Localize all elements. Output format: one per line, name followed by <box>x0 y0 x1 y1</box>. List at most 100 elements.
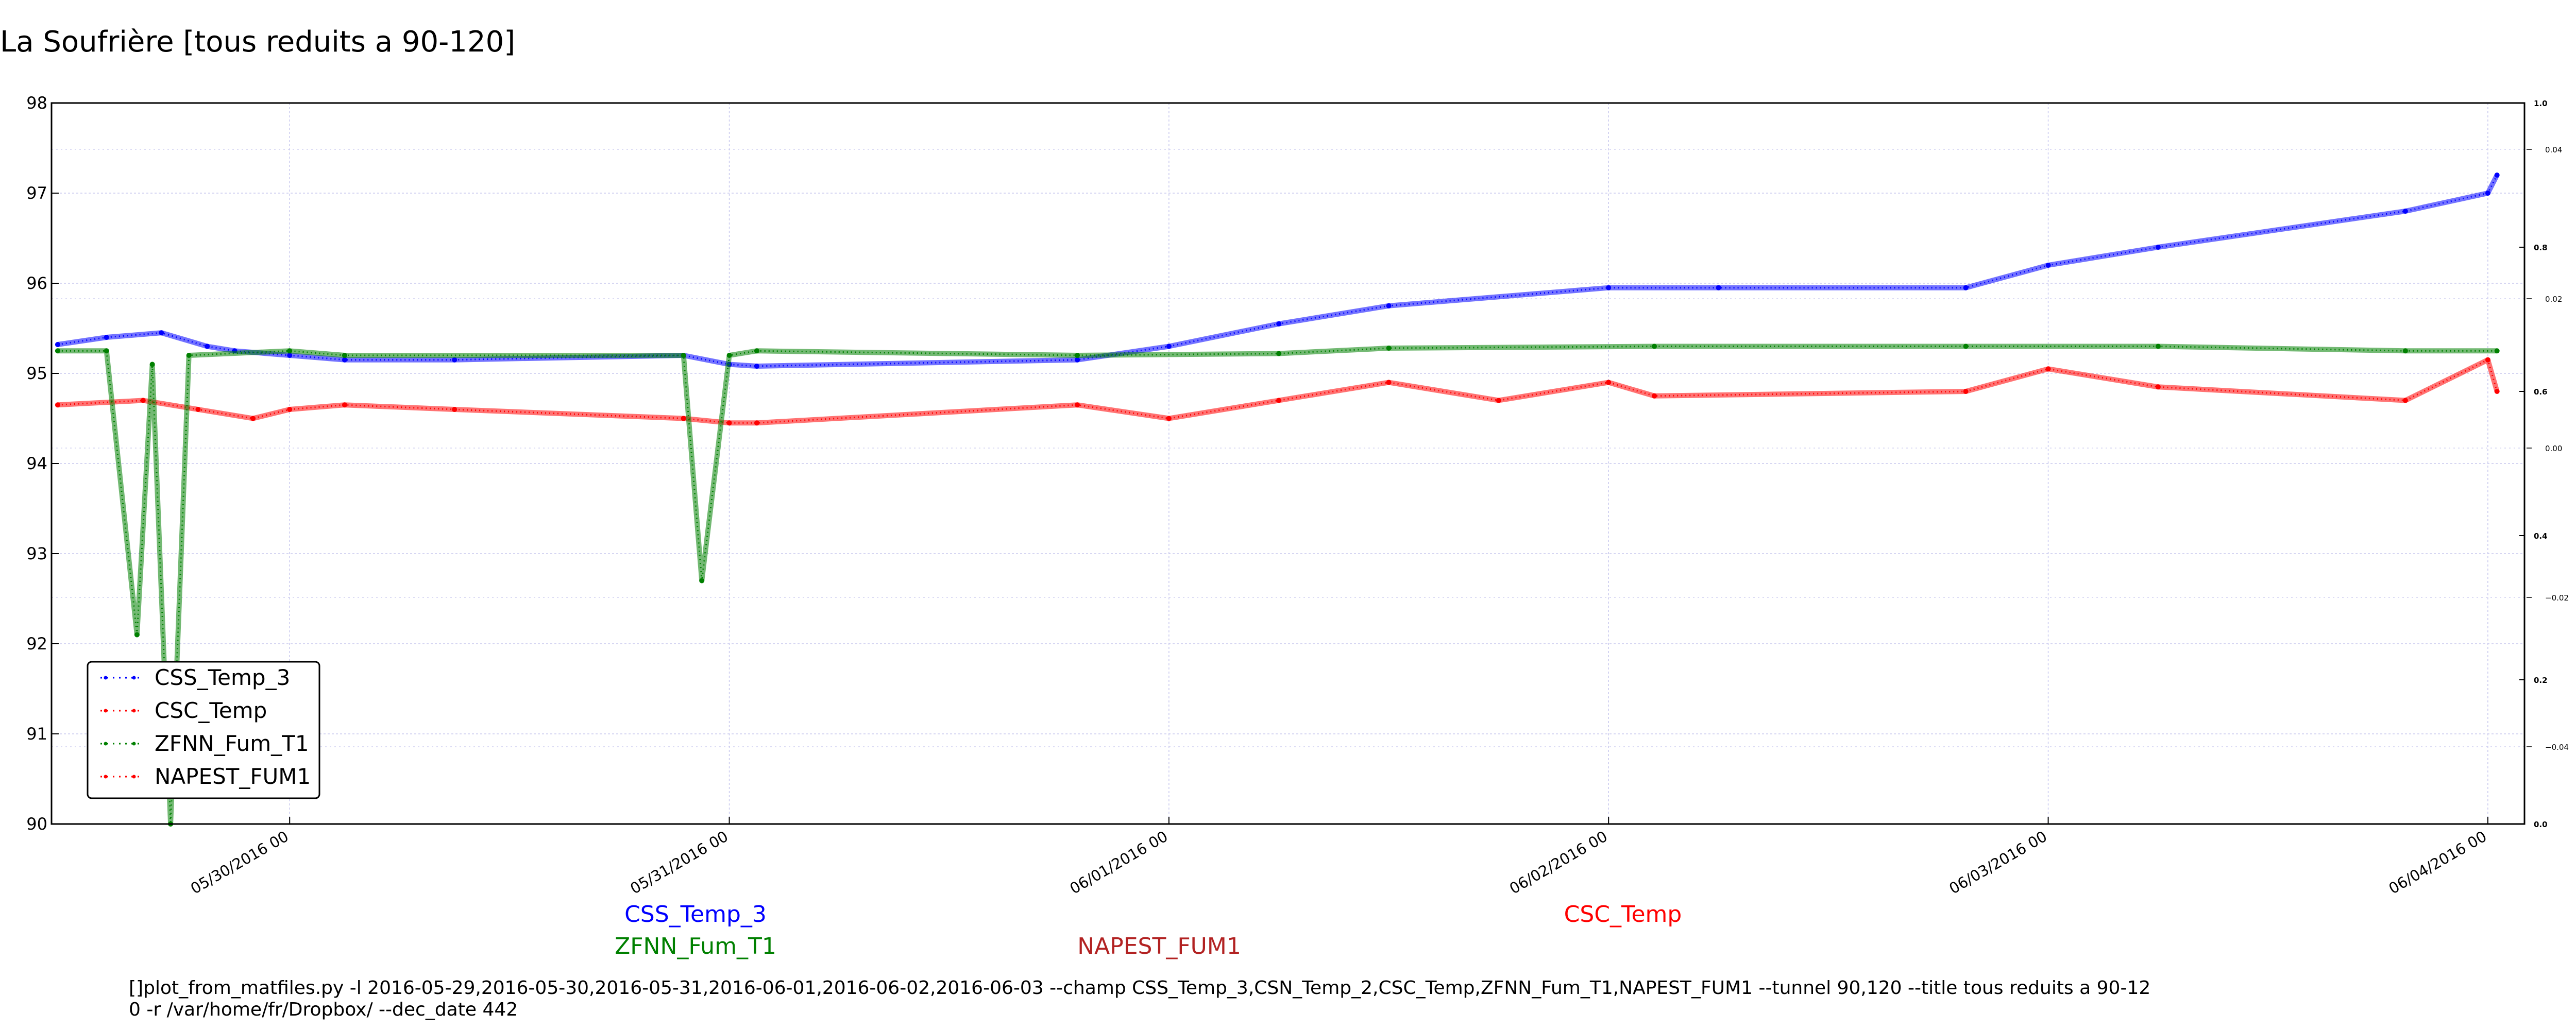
command-line-1: []plot_from_matfiles.py -l 2016-05-29,20… <box>129 977 2150 999</box>
legend-label: CSC_Temp <box>155 698 267 723</box>
x-tick-label: 06/01/2016 00 <box>1067 828 1171 898</box>
series-css-temp-3 <box>55 173 2500 369</box>
series-zfnn-fum-t1 <box>55 344 2500 827</box>
data-point <box>1386 303 1392 308</box>
y-tick-label: 98 <box>26 93 47 113</box>
legend-marker <box>132 742 136 746</box>
right-tick-label: 0.8 <box>2534 243 2548 252</box>
x-tick-label: 06/04/2016 00 <box>2386 828 2490 898</box>
right-tick-label: −0.04 <box>2545 743 2569 752</box>
data-point <box>452 407 457 412</box>
data-point <box>104 335 109 340</box>
y-tick-label: 91 <box>26 724 47 744</box>
x-tick-label: 06/03/2016 00 <box>1946 828 2050 898</box>
legend-item: CSS_Temp_3 <box>100 665 290 690</box>
right-tick-label: 0.04 <box>2545 145 2562 154</box>
data-point <box>55 342 60 347</box>
x-tick-label: 05/30/2016 00 <box>188 828 292 898</box>
data-point <box>287 348 293 354</box>
data-point <box>1606 285 1612 290</box>
data-point <box>1716 285 1721 290</box>
data-point <box>726 420 732 426</box>
legend-marker <box>132 775 136 779</box>
data-point <box>2494 173 2500 178</box>
data-point <box>726 353 732 358</box>
series-label-zfnn-fum-t1: ZFNN_Fum_T1 <box>615 933 776 959</box>
data-point <box>2155 384 2161 390</box>
right-tick-label: 0.02 <box>2545 295 2562 304</box>
data-point <box>1963 389 1969 394</box>
series-label-csc-temp: CSC_Temp <box>1564 901 1682 928</box>
plot-area <box>50 102 2526 827</box>
right-tick-label: 0.2 <box>2534 676 2548 685</box>
legend-marker <box>104 709 108 713</box>
legend: CSS_Temp_3 CSC_Temp ZFNN_Fum_T1 NAPEST_F… <box>87 661 320 799</box>
data-point <box>1075 357 1080 363</box>
data-point <box>186 353 192 358</box>
data-point <box>55 402 60 408</box>
x-tick-label: 06/02/2016 00 <box>1506 828 1611 898</box>
grid <box>52 103 2524 824</box>
data-point <box>1496 398 1501 403</box>
data-point <box>699 578 705 583</box>
data-point <box>2155 245 2161 250</box>
data-point <box>1276 351 1282 356</box>
data-point <box>452 357 457 363</box>
data-point <box>205 344 210 349</box>
data-point <box>2485 357 2490 363</box>
data-point <box>2045 263 2051 268</box>
legend-label: CSS_Temp_3 <box>155 665 290 690</box>
data-point <box>55 348 60 354</box>
data-point <box>1276 398 1282 403</box>
y-tick-label: 93 <box>26 544 47 563</box>
right-tick-label: 0.00 <box>2545 444 2562 453</box>
data-point <box>2155 344 2161 349</box>
right-tick-label: 0.4 <box>2534 531 2548 541</box>
right-tick-label: 1.0 <box>2534 99 2548 108</box>
data-point <box>1075 402 1080 408</box>
data-point <box>2045 366 2051 372</box>
data-point <box>159 330 164 336</box>
right-tick-label: 0.0 <box>2534 820 2548 829</box>
data-point <box>1652 393 1657 399</box>
y-tick-label: 96 <box>26 273 47 293</box>
data-point <box>2402 398 2408 403</box>
legend-item: NAPEST_FUM1 <box>100 764 311 789</box>
legend-marker <box>104 742 108 746</box>
data-point <box>104 348 109 354</box>
right-tick-label: 0.6 <box>2534 387 2548 397</box>
data-point <box>1276 321 1282 327</box>
legend-label: ZFNN_Fum_T1 <box>155 731 309 756</box>
data-point <box>2402 348 2408 354</box>
data-point <box>1386 380 1392 385</box>
legend-marker <box>104 775 108 779</box>
x-axis: 05/30/2016 00 05/31/2016 00 06/01/2016 00 0… <box>188 817 2489 898</box>
data-point <box>1652 344 1657 349</box>
y-tick-label: 97 <box>26 183 47 203</box>
legend-item: ZFNN_Fum_T1 <box>100 731 309 756</box>
series-label-napest-fum1: NAPEST_FUM1 <box>1077 933 1241 959</box>
data-point <box>681 416 686 421</box>
y-tick-label: 94 <box>26 454 47 473</box>
data-point <box>342 357 347 363</box>
data-point <box>287 353 293 358</box>
series-group <box>55 173 2500 827</box>
legend-item: CSC_Temp <box>100 698 267 723</box>
data-point <box>2402 209 2408 214</box>
series-csc-temp <box>55 357 2500 426</box>
y-tick-label: 92 <box>26 634 47 654</box>
y-tick-label: 90 <box>26 814 47 834</box>
data-point <box>1963 344 1969 349</box>
data-point <box>195 407 201 412</box>
y-axis: 90 91 92 93 94 95 96 97 98 <box>26 93 59 834</box>
data-point <box>342 353 347 358</box>
data-point <box>250 416 256 421</box>
series-band <box>57 344 2497 827</box>
series-label-css-temp-3: CSS_Temp_3 <box>624 901 767 928</box>
data-point <box>134 632 140 638</box>
data-point <box>2485 191 2490 196</box>
data-point <box>287 407 293 412</box>
data-point <box>1166 416 1172 421</box>
legend-box <box>87 661 320 799</box>
